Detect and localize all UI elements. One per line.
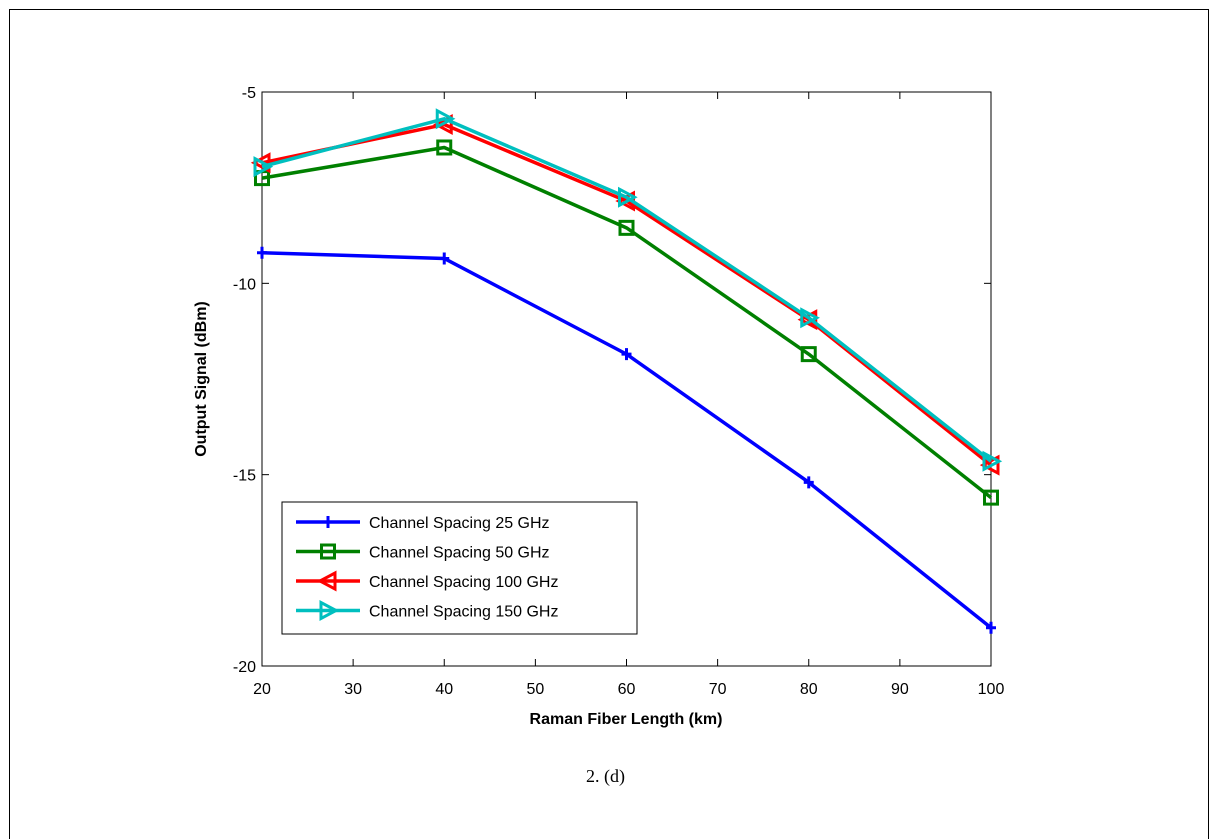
marker-square (618, 219, 635, 236)
legend-label: Channel Spacing 150 GHz (369, 604, 558, 621)
marker-triangle-right (800, 307, 820, 329)
y-tick-label: -20 (233, 659, 256, 676)
series-3 (253, 108, 1003, 472)
legend-item: Channel Spacing 150 GHz (296, 600, 558, 621)
x-tick-label: 20 (253, 681, 271, 698)
marker-triangle-left (316, 570, 337, 592)
x-tick-label: 80 (800, 681, 818, 698)
series-line (261, 145, 993, 500)
marker-square (320, 543, 336, 560)
marker-triangle-right (435, 108, 456, 130)
legend-label: Channel Spacing 25 GHz (369, 515, 550, 532)
y-tick-label: -10 (233, 276, 256, 293)
marker-triangle-right (253, 156, 274, 178)
x-tick-label: 50 (526, 681, 544, 698)
series-line (261, 117, 993, 463)
marker-triangle-right (618, 186, 638, 208)
line-chart: 20 30 40 50 60 70 80 90 100 -20 -15 -10 -5 Raman Fib… (193, 85, 1005, 728)
series-0 (257, 246, 996, 634)
x-tick-label: 30 (344, 681, 362, 698)
x-tick-label: 90 (891, 681, 909, 698)
legend-label: Channel Spacing 100 GHz (369, 574, 558, 591)
x-tick-label: 60 (618, 681, 636, 698)
x-tick-label: 100 (978, 681, 1005, 698)
marker-square (436, 139, 453, 156)
page-frame (9, 9, 1209, 839)
marker-plus (621, 348, 632, 361)
marker-square (983, 489, 999, 506)
marker-triangle-right (319, 600, 340, 621)
axis-ticks: 20 30 40 50 60 70 80 90 100 -20 -15 -10 -5 (233, 85, 1005, 698)
legend: Channel Spacing 25 GHz Channel Spacing 50… (281, 501, 638, 635)
series-layer (250, 108, 1003, 634)
marker-square (800, 346, 817, 363)
marker-plus (439, 252, 450, 265)
legend-item: Channel Spacing 100 GHz (296, 570, 558, 592)
figure-caption: 2. (d) (586, 766, 625, 786)
x-tick-label: 70 (709, 681, 727, 698)
legend-item: Channel Spacing 50 GHz (296, 543, 550, 562)
legend-item: Channel Spacing 25 GHz (296, 515, 550, 532)
marker-plus (257, 246, 267, 259)
marker-triangle-right (982, 450, 1003, 472)
y-axis-label: Output Signal (dBm) (193, 301, 210, 457)
x-tick-label: 40 (435, 681, 453, 698)
marker-plus (803, 476, 814, 489)
legend-label: Channel Spacing 50 GHz (369, 545, 550, 562)
y-tick-label: -5 (242, 85, 256, 102)
series-1 (254, 139, 999, 506)
marker-plus (986, 621, 996, 634)
x-axis-label: Raman Fiber Length (km) (530, 711, 723, 728)
marker-plus (323, 516, 333, 528)
marker-triangle-left (250, 152, 271, 174)
y-tick-label: -15 (233, 468, 256, 485)
